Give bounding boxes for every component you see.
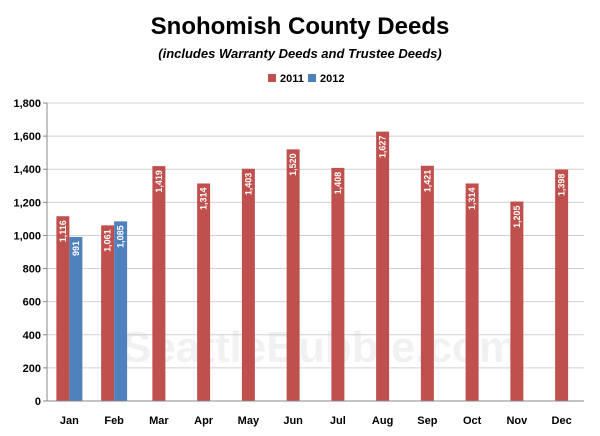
y-tick-label: 1,600 xyxy=(13,131,41,143)
legend-swatch-2012 xyxy=(308,74,316,82)
x-tick-label-mar: Mar xyxy=(149,415,169,427)
bar-2012-Jan xyxy=(69,236,83,401)
bar-label-2011-Jan: 1,116 xyxy=(58,220,68,242)
bar-label-2011-Aug: 1,627 xyxy=(378,136,388,159)
x-tick-label-may: May xyxy=(238,415,260,427)
y-axis-ticks: 0 200 400 600 800 1,000 1,200 1,400 1,600 1,800 xyxy=(13,98,47,408)
bar-2011-Mar xyxy=(152,166,166,401)
bar-label-2011-Jun: 1,520 xyxy=(288,153,298,176)
bar-2011-Aug xyxy=(376,131,390,401)
bar-2011-May xyxy=(241,168,255,401)
y-tick-label: 0 xyxy=(35,396,41,408)
bar-2011-Nov xyxy=(510,201,524,401)
bar-label-2011-Apr: 1,314 xyxy=(199,187,209,210)
bar-label-2011-Jul: 1,408 xyxy=(333,172,343,195)
x-axis-ticks: Jan Feb Mar Apr May Jun Jul Aug Sep Oct Nov Dec xyxy=(60,415,572,427)
bar-2011-Jul xyxy=(331,167,345,401)
bar-2012-Feb xyxy=(114,221,128,401)
x-tick-label-jul: Jul xyxy=(330,415,346,427)
bar-2011-Dec xyxy=(555,169,569,401)
bar-label-2011-Sep: 1,421 xyxy=(422,170,432,193)
bar-label-2012-Feb: 1,085 xyxy=(116,225,126,248)
legend-label-2011: 2011 xyxy=(280,73,304,85)
bar-2011-Apr xyxy=(197,183,211,401)
y-tick-label: 200 xyxy=(23,363,41,375)
bar-2011-Jun xyxy=(286,149,300,401)
x-tick-label-oct: Oct xyxy=(463,415,482,427)
x-tick-label-dec: Dec xyxy=(552,415,572,427)
bar-label-2011-Dec: 1,398 xyxy=(557,174,567,197)
x-tick-label-apr: Apr xyxy=(194,415,214,427)
bar-label-2012-Jan: 991 xyxy=(71,241,81,256)
bar-label-2011-Nov: 1,205 xyxy=(512,206,522,229)
legend-label-2012: 2012 xyxy=(320,73,344,85)
legend: 2011 2012 xyxy=(268,73,344,85)
x-tick-label-aug: Aug xyxy=(372,415,393,427)
y-tick-label: 1,800 xyxy=(13,98,41,110)
y-tick-label: 1,000 xyxy=(13,230,41,242)
y-tick-label: 600 xyxy=(23,297,41,309)
bar-2011-Oct xyxy=(465,183,479,401)
y-tick-label: 800 xyxy=(23,264,41,276)
y-tick-label: 1,400 xyxy=(13,164,41,176)
bar-label-2011-Mar: 1,419 xyxy=(154,170,164,193)
x-tick-label-nov: Nov xyxy=(506,415,528,427)
bar-2011-Sep xyxy=(420,165,434,401)
watermark: SeattleBubble.com xyxy=(122,323,518,372)
x-tick-label-jun: Jun xyxy=(283,415,303,427)
bar-label-2011-May: 1,403 xyxy=(243,173,253,196)
bar-label-2011-Oct: 1,314 xyxy=(467,187,477,210)
chart-subtitle: (includes Warranty Deeds and Trustee Dee… xyxy=(158,46,441,61)
y-tick-label: 400 xyxy=(23,330,41,342)
gridlines xyxy=(47,102,584,402)
bar-label-2011-Feb: 1,061 xyxy=(103,229,113,252)
x-tick-label-sep: Sep xyxy=(417,415,437,427)
chart-title: Snohomish County Deeds xyxy=(151,13,450,40)
x-tick-label-jan: Jan xyxy=(60,415,79,427)
x-tick-label-feb: Feb xyxy=(104,415,124,427)
y-tick-label: 1,200 xyxy=(13,197,41,209)
legend-swatch-2011 xyxy=(268,74,276,82)
bar-2011-Feb xyxy=(101,225,115,401)
bar-2011-Jan xyxy=(56,216,70,401)
